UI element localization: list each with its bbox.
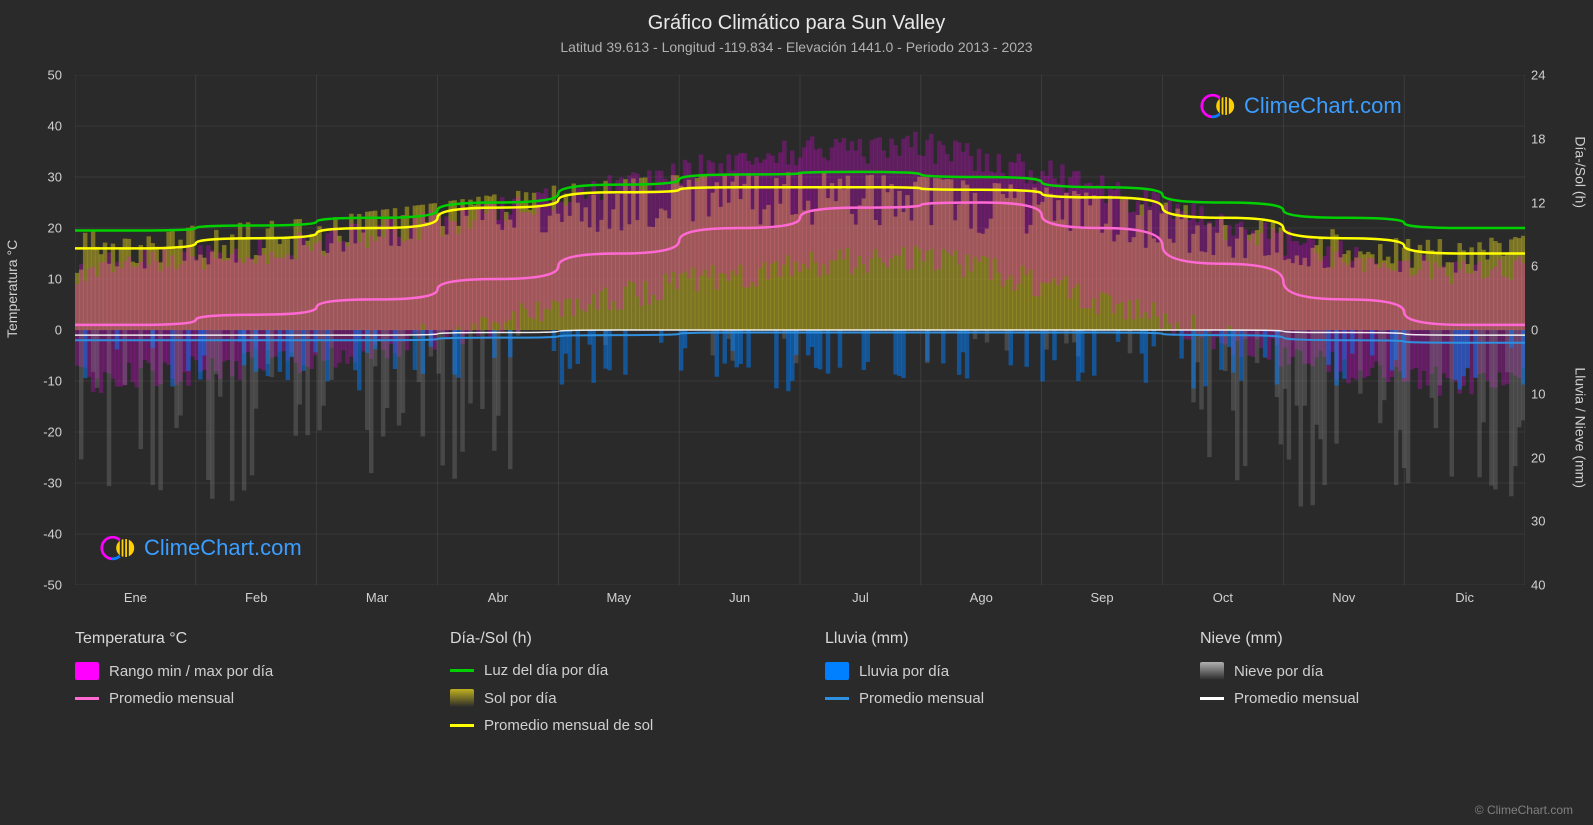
x-tick: Nov (1332, 590, 1355, 605)
legend-item: Promedio mensual de sol (450, 717, 775, 734)
legend-swatch (1200, 697, 1224, 700)
climate-chart: Gráfico Climático para Sun Valley Latitu… (0, 0, 1593, 825)
x-tick: Mar (366, 590, 388, 605)
legend-sun-title: Día-/Sol (h) (450, 630, 775, 648)
legend-swatch (75, 662, 99, 680)
legend-item: Lluvia por día (825, 662, 1150, 680)
y-tick-left: 20 (48, 221, 62, 236)
x-tick: Ago (970, 590, 993, 605)
legend-swatch (450, 689, 474, 707)
legend-swatch (1200, 662, 1224, 680)
y-tick-right: 10 (1531, 386, 1545, 401)
y-axis-left: 50403020100-10-20-30-40-50 (0, 75, 70, 585)
x-tick: May (606, 590, 631, 605)
legend-label: Promedio mensual de sol (484, 717, 653, 734)
legend-temp: Temperatura °C Rango min / max por día Pr… (75, 630, 400, 744)
y-tick-right: 12 (1531, 195, 1545, 210)
chart-subtitle: Latitud 39.613 - Longitud -119.834 - Ele… (0, 35, 1593, 55)
x-tick: Ene (124, 590, 147, 605)
legend-snow: Nieve (mm) Nieve por día Promedio mensual (1200, 630, 1525, 744)
y-tick-right: 24 (1531, 68, 1545, 83)
x-tick: Oct (1213, 590, 1233, 605)
legend: Temperatura °C Rango min / max por día Pr… (75, 630, 1525, 744)
watermark-text: ClimeChart.com (1244, 93, 1402, 119)
legend-label: Luz del día por día (484, 662, 608, 679)
copyright: © ClimeChart.com (1475, 803, 1573, 817)
legend-swatch (450, 669, 474, 672)
x-tick: Jun (729, 590, 750, 605)
legend-swatch (75, 697, 99, 700)
legend-item: Promedio mensual (825, 690, 1150, 707)
legend-label: Promedio mensual (1234, 690, 1359, 707)
legend-label: Sol por día (484, 690, 557, 707)
y-tick-left: 50 (48, 68, 62, 83)
legend-item: Nieve por día (1200, 662, 1525, 680)
legend-item: Sol por día (450, 689, 775, 707)
watermark-text: ClimeChart.com (144, 535, 302, 561)
legend-item: Promedio mensual (1200, 690, 1525, 707)
legend-label: Lluvia por día (859, 663, 949, 680)
legend-label: Rango min / max por día (109, 663, 273, 680)
legend-label: Nieve por día (1234, 663, 1323, 680)
x-tick: Feb (245, 590, 267, 605)
legend-rain: Lluvia (mm) Lluvia por día Promedio mensu… (825, 630, 1150, 744)
legend-sun: Día-/Sol (h) Luz del día por día Sol por … (450, 630, 775, 744)
y-tick-left: -40 (43, 527, 62, 542)
y-tick-left: -50 (43, 578, 62, 593)
climechart-logo-icon (100, 530, 136, 566)
legend-swatch (825, 697, 849, 700)
x-tick: Jul (852, 590, 869, 605)
y-tick-left: -20 (43, 425, 62, 440)
plot-svg (75, 75, 1525, 585)
legend-rain-title: Lluvia (mm) (825, 630, 1150, 648)
climechart-logo-icon (1200, 88, 1236, 124)
y-tick-left: 40 (48, 119, 62, 134)
y-axis-right: 2418126010203040 (1523, 75, 1593, 585)
chart-title: Gráfico Climático para Sun Valley (0, 0, 1593, 35)
x-tick: Abr (488, 590, 508, 605)
legend-item: Promedio mensual (75, 690, 400, 707)
legend-label: Promedio mensual (859, 690, 984, 707)
y-tick-right: 0 (1531, 323, 1538, 338)
legend-temp-title: Temperatura °C (75, 630, 400, 648)
x-tick: Dic (1455, 590, 1474, 605)
legend-item: Rango min / max por día (75, 662, 400, 680)
y-tick-right: 40 (1531, 578, 1545, 593)
legend-label: Promedio mensual (109, 690, 234, 707)
legend-item: Luz del día por día (450, 662, 775, 679)
x-tick: Sep (1091, 590, 1114, 605)
y-tick-left: -30 (43, 476, 62, 491)
y-tick-right: 6 (1531, 259, 1538, 274)
y-tick-right: 20 (1531, 450, 1545, 465)
y-tick-left: 10 (48, 272, 62, 287)
watermark-top: ClimeChart.com (1200, 88, 1402, 124)
y-tick-left: 0 (55, 323, 62, 338)
watermark-bottom: ClimeChart.com (100, 530, 302, 566)
plot-area (75, 75, 1525, 585)
x-axis: Ene Feb Mar Abr May Jun Jul Ago Sep Oct Nov Dic (75, 590, 1525, 615)
y-tick-right: 18 (1531, 131, 1545, 146)
y-tick-right: 30 (1531, 514, 1545, 529)
legend-snow-title: Nieve (mm) (1200, 630, 1525, 648)
legend-swatch (825, 662, 849, 680)
legend-swatch (450, 724, 474, 727)
y-tick-left: 30 (48, 170, 62, 185)
y-tick-left: -10 (43, 374, 62, 389)
